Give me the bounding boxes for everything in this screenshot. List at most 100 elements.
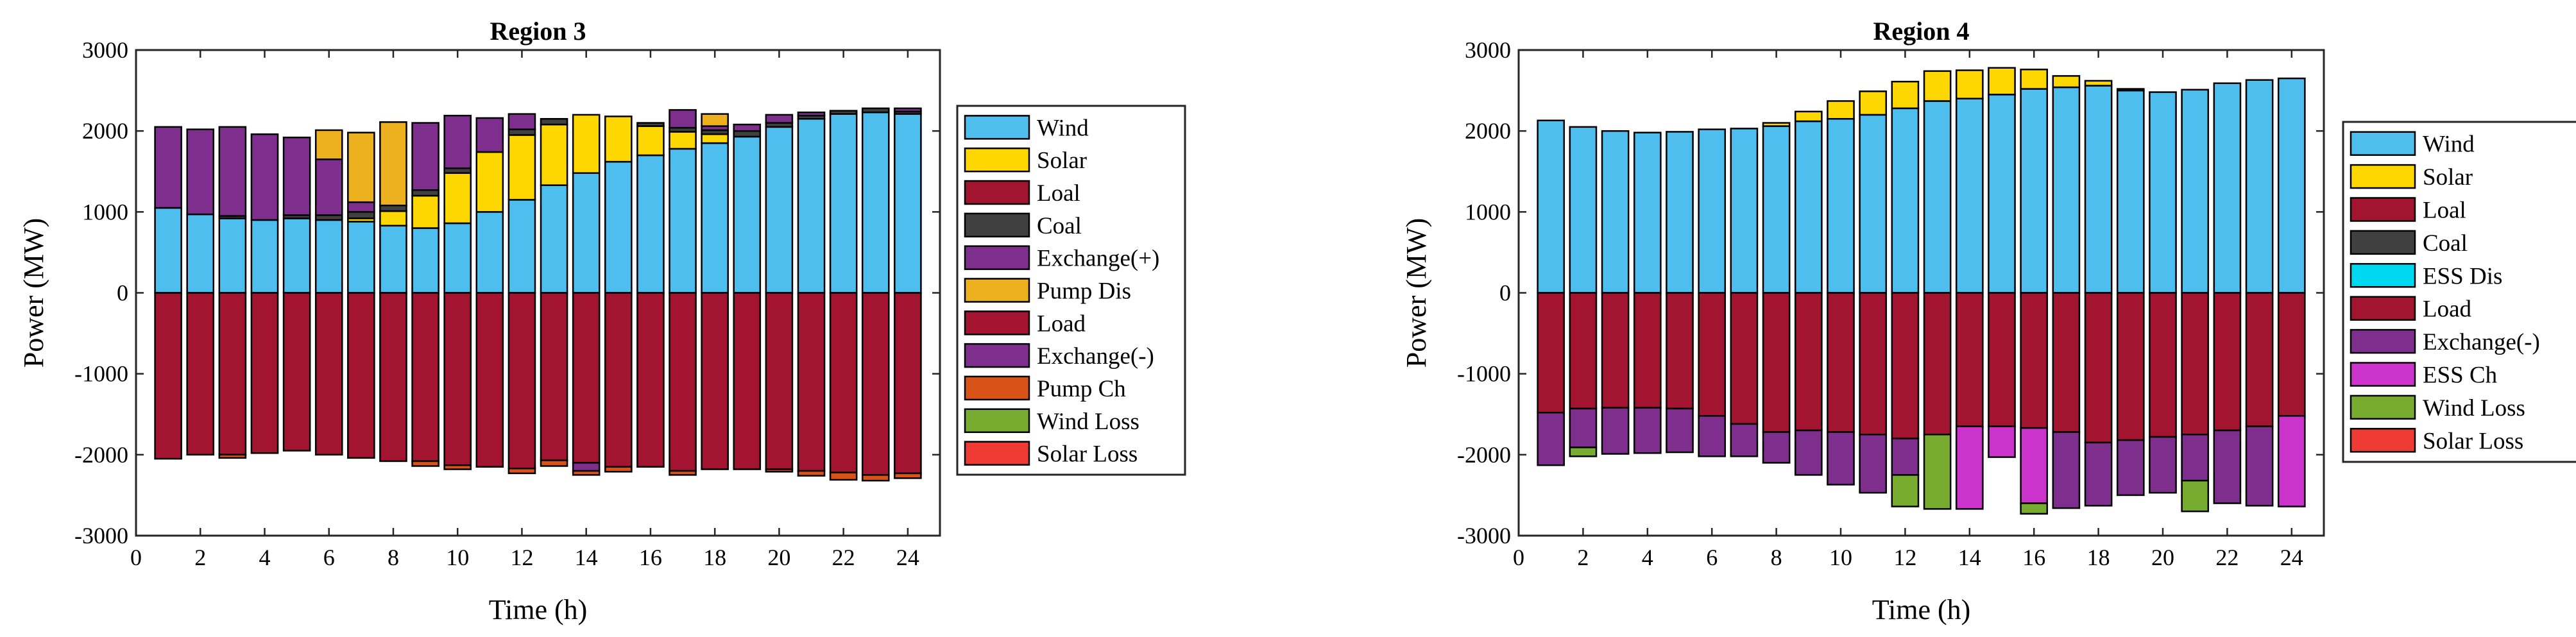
bar-load-t19 bbox=[733, 292, 762, 470]
bar-load-t17 bbox=[2052, 292, 2081, 433]
legend-swatch-exchange bbox=[2350, 328, 2416, 354]
bar-pump-ch-t24 bbox=[894, 472, 922, 479]
bar-exchange-t12 bbox=[1891, 437, 1920, 476]
bar-wind-t13 bbox=[540, 184, 568, 294]
bar-wind-t14 bbox=[572, 172, 601, 294]
bar-load-t1 bbox=[1537, 292, 1565, 414]
bar-load-t15 bbox=[1988, 292, 2016, 427]
bar-wind-t11 bbox=[475, 211, 504, 294]
bar-solar-t8 bbox=[379, 210, 407, 227]
bar-load-t18 bbox=[2084, 292, 2113, 444]
bar-solar-t10 bbox=[1827, 100, 1855, 120]
x-tick-label: 8 bbox=[1771, 545, 1782, 570]
bar-pump-ch-t12 bbox=[508, 468, 536, 475]
bar-exchange-t5 bbox=[1666, 407, 1694, 454]
bar-solar-t18 bbox=[2084, 80, 2113, 87]
bar-coal-t23 bbox=[861, 107, 890, 114]
bar-solar-t9 bbox=[411, 194, 439, 229]
x-tick-label: 16 bbox=[2022, 545, 2045, 570]
bar-coal-t9 bbox=[411, 189, 439, 197]
bar-solar-t14 bbox=[1955, 69, 1984, 99]
bar-coal-t7 bbox=[347, 211, 375, 219]
x-tick-label: 24 bbox=[2280, 545, 2303, 570]
bar-wind-t18 bbox=[2084, 85, 2113, 294]
x-tick-label: 16 bbox=[639, 545, 662, 570]
bar-load-t2 bbox=[1569, 292, 1598, 410]
bar-wind-t19 bbox=[733, 135, 762, 294]
bar-wind-t15 bbox=[604, 160, 633, 294]
x-tick-label: 14 bbox=[1958, 545, 1981, 570]
x-tick-label: 12 bbox=[510, 545, 533, 570]
bar-solar-t12 bbox=[508, 134, 536, 201]
bar-wind-t20 bbox=[765, 126, 794, 294]
legend-swatch-exchange bbox=[964, 343, 1030, 368]
bar-exchange-t8 bbox=[1762, 431, 1791, 464]
bar-pump-dis-t7 bbox=[347, 132, 375, 203]
x-tick-label: 22 bbox=[2215, 545, 2239, 570]
bar-load-t11 bbox=[1859, 292, 1888, 436]
bar-wind-t24 bbox=[894, 113, 922, 294]
y-tick-label: -3000 bbox=[1457, 523, 1511, 548]
x-tick-label: 0 bbox=[130, 545, 142, 570]
bar-coal-t19 bbox=[733, 130, 762, 138]
bar-coal-t16 bbox=[636, 122, 665, 127]
bar-wind-t4 bbox=[1633, 132, 1662, 294]
bar-load-t23 bbox=[861, 292, 890, 476]
y-tick-label: 3000 bbox=[82, 37, 128, 63]
bar-exchange-t3 bbox=[1601, 407, 1630, 455]
bar-pump-ch-t21 bbox=[797, 470, 826, 477]
bar-load-t14 bbox=[1955, 292, 1984, 427]
legend-label-solar-loss: Solar Loss bbox=[1037, 441, 1138, 468]
bar-exchange-t11 bbox=[1859, 434, 1888, 494]
bar-load-t3 bbox=[218, 292, 247, 456]
bar-solar-t11 bbox=[1859, 90, 1888, 116]
y-tick-label: 2000 bbox=[1465, 118, 1511, 144]
bar-solar-t15 bbox=[604, 115, 633, 163]
bar-ess-ch-t24 bbox=[2277, 415, 2306, 507]
legend-swatch-wind-loss bbox=[2350, 395, 2416, 420]
bar-exchange-t4 bbox=[1633, 407, 1662, 454]
bar-load-t15 bbox=[604, 292, 633, 468]
legend-swatch-ess-dis bbox=[2350, 263, 2416, 288]
bar-wind-t8 bbox=[379, 225, 407, 294]
bar-pump-dis-t8 bbox=[379, 121, 407, 207]
bar-solar-t16 bbox=[636, 125, 665, 157]
bar-exchange-t7 bbox=[347, 201, 375, 213]
bar-exchange-t11 bbox=[475, 117, 504, 153]
bar-exchange-t24 bbox=[894, 107, 922, 113]
legend-label-load: Load bbox=[2423, 296, 2472, 323]
bar-exchange-t10 bbox=[443, 114, 472, 169]
legend-swatch-solar-loss bbox=[2350, 428, 2416, 453]
bar-load-t12 bbox=[508, 292, 536, 470]
legend-swatch-wind bbox=[2350, 131, 2416, 156]
bar-load-t13 bbox=[540, 292, 568, 461]
bar-wind-t2 bbox=[186, 213, 215, 294]
bar-exchange-t18 bbox=[2084, 441, 2113, 507]
bar-wind-t21 bbox=[2181, 89, 2210, 294]
bar-wind-t14 bbox=[1955, 98, 1984, 294]
bar-coal-t8 bbox=[379, 204, 407, 212]
legend-label-solar: Solar bbox=[2423, 164, 2473, 191]
bar-solar-t15 bbox=[1988, 67, 2016, 96]
bar-wind-t7 bbox=[1730, 128, 1759, 294]
bar-exchange-t22 bbox=[2213, 429, 2242, 504]
bar-load-t12 bbox=[1891, 292, 1920, 439]
bar-load-t10 bbox=[443, 292, 472, 466]
legend-swatch-coal bbox=[964, 212, 1030, 238]
bar-wind-t17 bbox=[2052, 86, 2081, 294]
x-tick-label: 12 bbox=[1893, 545, 1916, 570]
x-tick-label: 2 bbox=[1577, 545, 1589, 570]
bar-pump-ch-t3 bbox=[218, 454, 247, 459]
bar-solar-t17 bbox=[669, 131, 697, 150]
bar-load-t22 bbox=[829, 292, 858, 473]
bar-solar-t16 bbox=[2020, 69, 2049, 90]
bar-exchange-t19 bbox=[2116, 439, 2145, 497]
bar-wind-t18 bbox=[701, 142, 729, 294]
bar-wind-t9 bbox=[1794, 120, 1823, 294]
bar-exchange-t1 bbox=[154, 126, 182, 209]
bar-load-t17 bbox=[669, 292, 697, 472]
bar-wind-t13 bbox=[1923, 100, 1952, 294]
bar-load-t6 bbox=[1698, 292, 1727, 417]
bar-exchange-t4 bbox=[250, 133, 279, 221]
